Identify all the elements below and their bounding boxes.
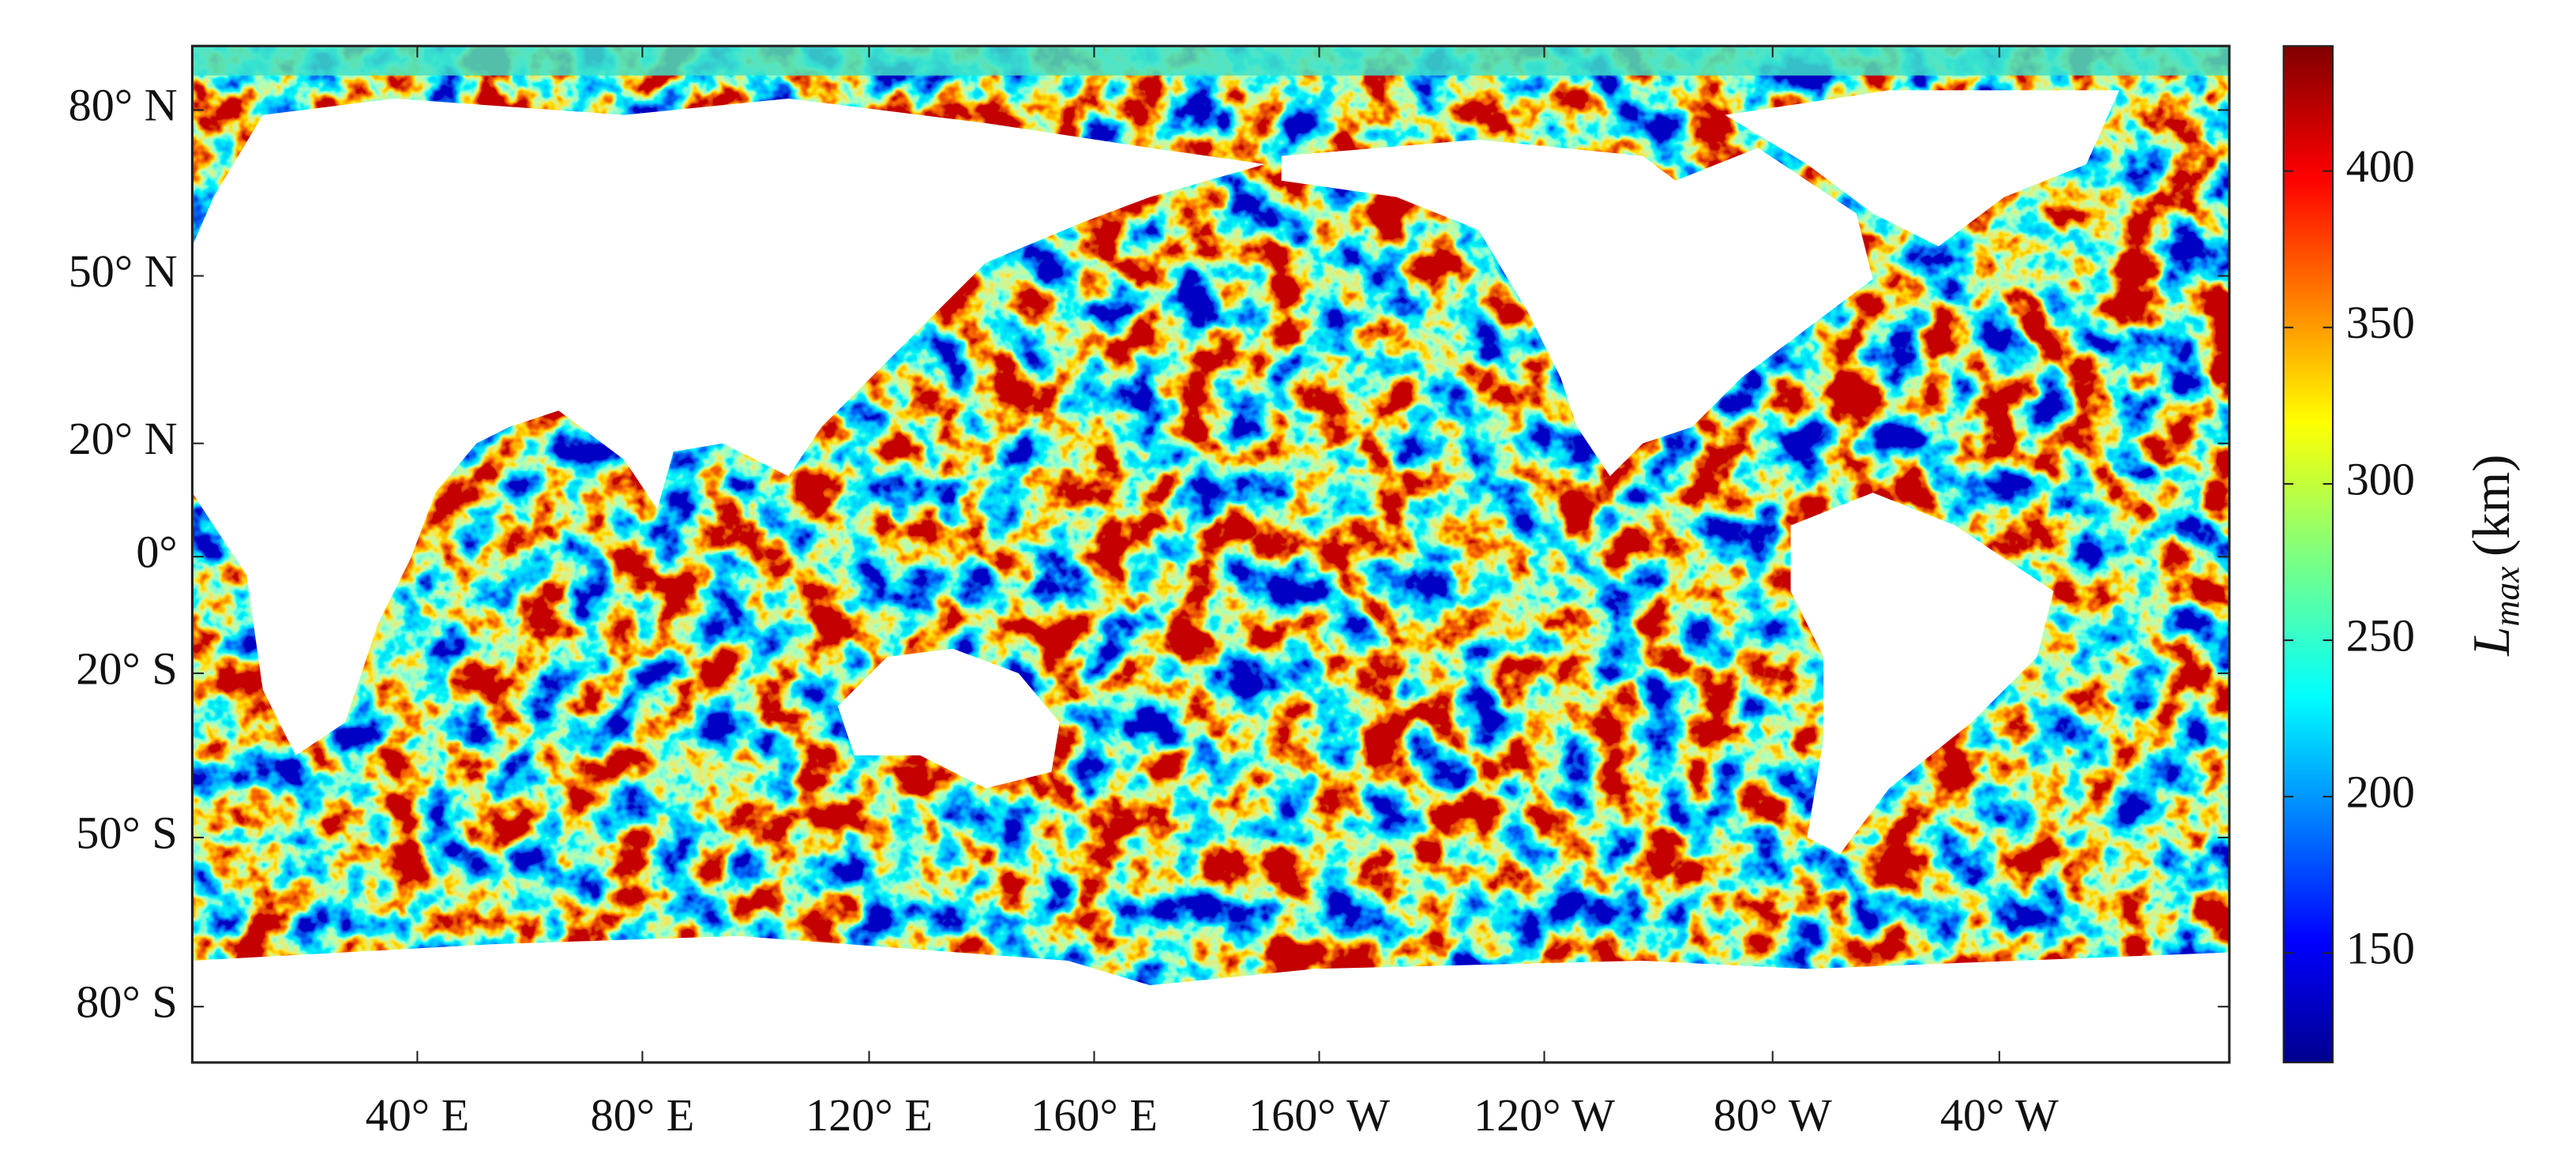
lon-label: 120° E: [805, 1089, 933, 1141]
map-field: [192, 46, 2229, 1063]
colorbar-tick-label: 150: [2346, 923, 2415, 974]
lat-label: 0°: [136, 527, 177, 578]
symbol: L: [2463, 627, 2521, 657]
north-america: [1281, 139, 1873, 477]
colorbar-tick-label: 400: [2346, 141, 2415, 192]
lat-label: 80° S: [76, 976, 177, 1028]
eurasia-africa: [192, 98, 1265, 755]
lon-label: 80° W: [1714, 1089, 1832, 1141]
lon-label: 40° W: [1940, 1089, 2059, 1141]
land: [192, 90, 2229, 1063]
greenland: [1725, 90, 2120, 247]
colorbar-tick-label: 300: [2346, 453, 2415, 504]
unit: (km): [2463, 455, 2521, 557]
lon-label: 160° W: [1249, 1089, 1390, 1141]
lon-label: 120° W: [1474, 1089, 1615, 1141]
lon-label: 160° E: [1031, 1089, 1158, 1141]
map-frame: [190, 44, 2231, 1064]
lat-label: 20° N: [69, 413, 178, 464]
lat-label: 20° S: [76, 643, 177, 694]
colorbar-label: Lmax (km): [2463, 455, 2526, 657]
colorbar: [2282, 45, 2334, 1063]
sea-ice: [192, 46, 2229, 76]
colorbar-tick-label: 250: [2346, 609, 2415, 661]
antarctica: [192, 935, 2229, 1063]
south-america: [1790, 493, 2054, 854]
lat-label: 50° S: [76, 807, 177, 858]
lon-label: 40° E: [366, 1089, 470, 1141]
lat-label: 50° N: [69, 246, 178, 297]
lon-label: 80° E: [591, 1089, 695, 1141]
lat-label: 80° N: [69, 80, 178, 131]
colorbar-tick-label: 350: [2346, 297, 2415, 348]
colorbar-tick-label: 200: [2346, 767, 2415, 818]
subscript: max: [2486, 566, 2526, 626]
australia: [838, 648, 1060, 789]
